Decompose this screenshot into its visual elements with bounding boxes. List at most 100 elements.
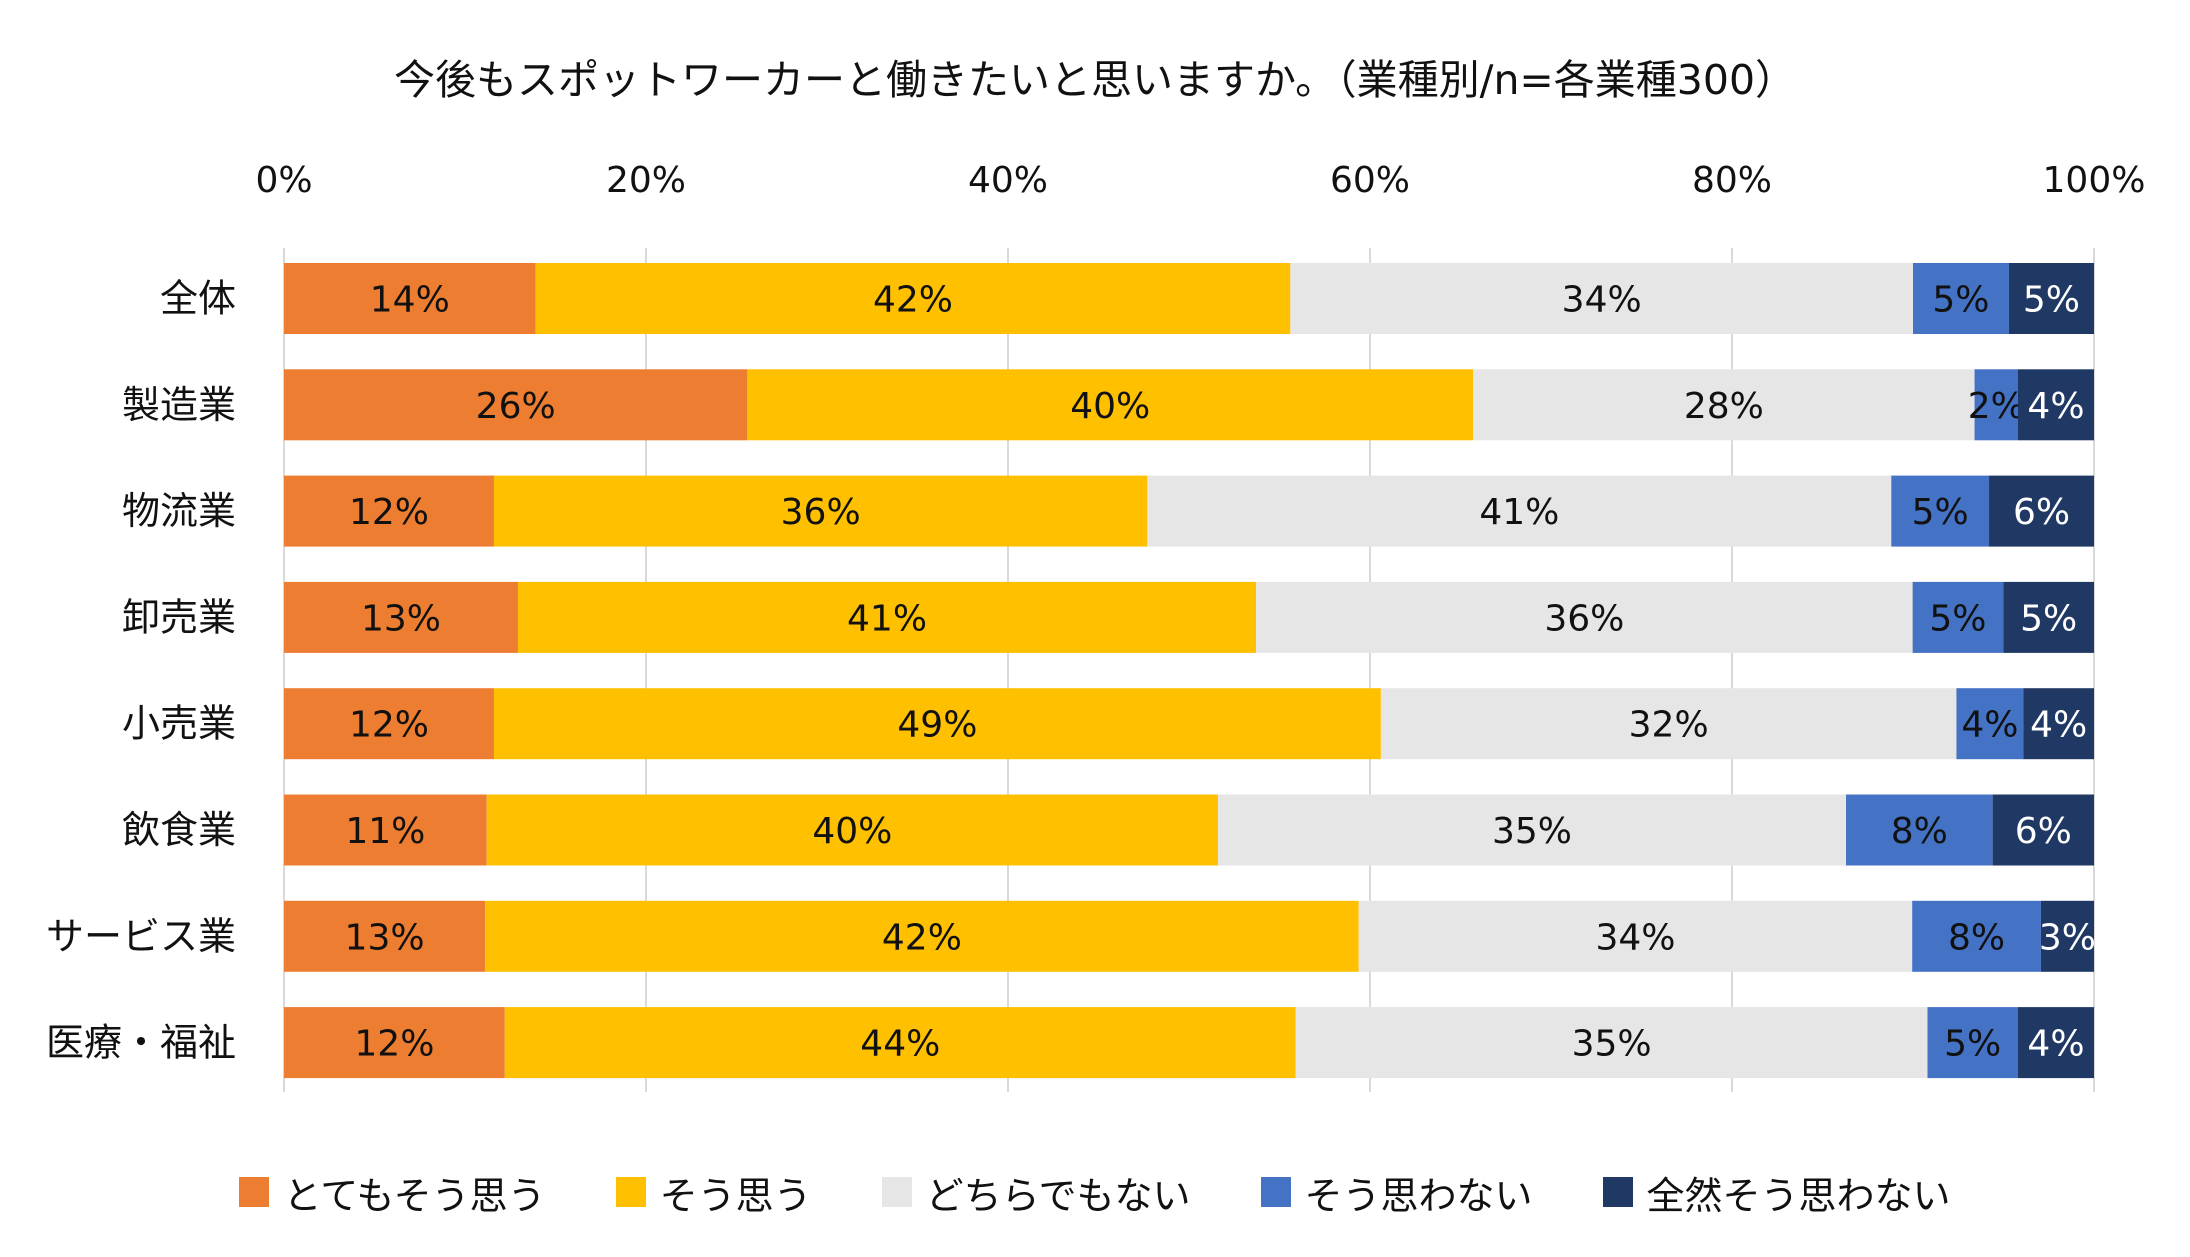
category-label: 小売業 — [122, 702, 236, 746]
bar-segment — [747, 369, 1474, 441]
data-label: 5% — [1944, 1024, 2001, 1065]
legend-item: どちらでもない — [881, 1165, 1191, 1220]
bar-segment — [284, 581, 518, 653]
bar-segment — [535, 263, 1291, 334]
data-label: 13% — [361, 598, 441, 639]
bar-segment — [1913, 263, 2009, 334]
bar-segment — [1912, 581, 2004, 653]
legend-swatch — [881, 1177, 912, 1207]
bar-segment — [1290, 263, 1913, 334]
data-label: 5% — [2023, 280, 2080, 321]
data-label: 3% — [2039, 917, 2096, 958]
bar-segment — [1358, 900, 1913, 972]
bar-segment — [1912, 900, 2041, 972]
data-label: 40% — [1070, 386, 1150, 427]
category-label: 製造業 — [122, 383, 236, 427]
data-label: 32% — [1629, 705, 1709, 746]
data-label: 12% — [349, 705, 429, 746]
category-label: 全体 — [160, 277, 236, 321]
data-label: 4% — [2027, 1024, 2084, 1065]
data-label: 42% — [873, 280, 953, 321]
data-label: 28% — [1684, 386, 1764, 427]
x-tick-label: 40% — [968, 160, 1048, 201]
data-label: 34% — [1562, 280, 1642, 321]
bar-segment — [284, 263, 536, 334]
bar-segment — [485, 900, 1359, 972]
data-label: 41% — [847, 598, 927, 639]
category-label: サービス業 — [46, 914, 236, 958]
bar-segment — [1927, 1007, 2018, 1079]
data-label: 5% — [1932, 280, 1989, 321]
data-label: 5% — [2020, 598, 2077, 639]
data-label: 12% — [349, 492, 429, 533]
bar-segment — [1473, 369, 1975, 441]
data-label: 49% — [897, 705, 977, 746]
data-label: 35% — [1492, 811, 1572, 852]
data-label: 5% — [1912, 492, 1969, 533]
x-tick-label: 80% — [1692, 160, 1772, 201]
data-label: 4% — [1961, 705, 2018, 746]
data-label: 40% — [812, 811, 892, 852]
bar-segment — [284, 794, 487, 866]
legend-swatch — [239, 1177, 270, 1207]
legend-item: そう思わない — [1260, 1165, 1533, 1220]
legend-item: 全然そう思わない — [1602, 1165, 1951, 1220]
category-label: 卸売業 — [122, 595, 236, 639]
data-label: 14% — [370, 280, 450, 321]
data-label: 12% — [354, 1024, 434, 1065]
data-label: 35% — [1572, 1024, 1652, 1065]
bar-segment — [284, 475, 494, 547]
data-label: 2% — [1968, 386, 2025, 427]
legend-item: そう思う — [615, 1165, 812, 1220]
bar-segment — [2023, 688, 2094, 760]
x-tick-label: 20% — [606, 160, 686, 201]
data-label: 36% — [781, 492, 861, 533]
data-label: 11% — [345, 811, 425, 852]
bar-segment — [1147, 475, 1892, 547]
category-label: 飲食業 — [122, 808, 236, 852]
bar-segment — [284, 900, 486, 972]
legend-label: そう思わない — [1304, 1173, 1533, 1218]
bar-segment — [284, 1007, 505, 1079]
bar-segment — [493, 475, 1148, 547]
legend-label: そう思う — [659, 1173, 812, 1218]
data-label: 4% — [2030, 705, 2087, 746]
data-label: 6% — [2013, 492, 2070, 533]
bar-segment — [2040, 900, 2094, 972]
data-label: 26% — [476, 386, 556, 427]
bar-segment — [1974, 369, 2018, 441]
bar-segment — [493, 688, 1381, 760]
legend-item: とてもそう思う — [239, 1165, 546, 1220]
category-label: 医療・福祉 — [46, 1021, 236, 1065]
data-label: 4% — [2027, 386, 2084, 427]
legend: とてもそう思う そう思う どちらでもない そう思わない 全然そう思わない — [0, 1162, 2190, 1222]
bar-segment — [1891, 475, 1990, 547]
bar-segment — [1256, 581, 1913, 653]
x-tick-label: 60% — [1330, 160, 1410, 201]
bar-segment — [1380, 688, 1957, 760]
bar-segment — [2003, 581, 2094, 653]
bar-segment — [1846, 794, 1993, 866]
data-label: 36% — [1544, 598, 1624, 639]
bar-segment — [486, 794, 1218, 866]
x-tick-label: 100% — [2043, 160, 2146, 201]
data-label: 41% — [1479, 492, 1559, 533]
bar-segment — [517, 581, 1257, 653]
legend-label: どちらでもない — [925, 1173, 1191, 1218]
data-label: 13% — [345, 917, 425, 958]
bar-segment — [1217, 794, 1847, 866]
legend-swatch — [1602, 1177, 1633, 1207]
bar-segment — [284, 369, 748, 441]
bar-segment — [2008, 263, 2094, 334]
bar-segment — [2017, 369, 2094, 441]
legend-label: とてもそう思う — [283, 1173, 546, 1218]
bar-segment — [2017, 1007, 2094, 1079]
legend-label: 全然そう思わない — [1646, 1173, 1951, 1218]
x-tick-label: 0% — [255, 160, 312, 201]
legend-swatch — [1260, 1177, 1291, 1207]
data-label: 6% — [2015, 811, 2072, 852]
bar-segment — [504, 1007, 1296, 1079]
bar-segment — [284, 688, 494, 760]
data-label: 44% — [860, 1024, 940, 1065]
